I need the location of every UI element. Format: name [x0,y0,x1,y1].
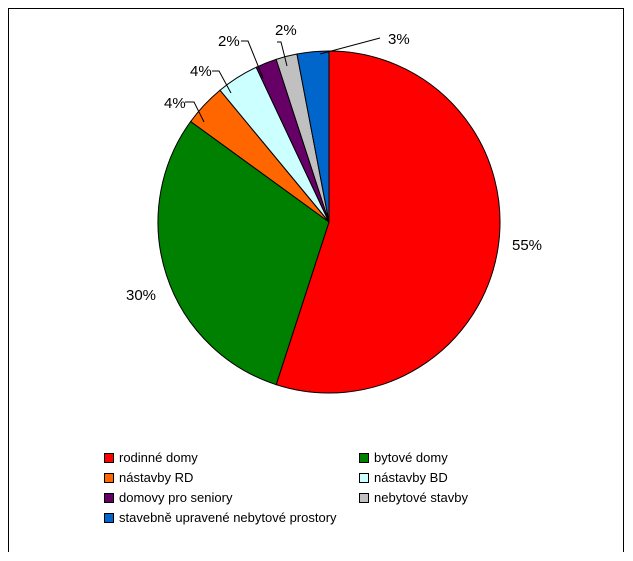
pie-slice-bytove-domy [157,120,330,386]
legend-label: domovy pro seniory [119,490,233,505]
data-label-domovy-pro-seniory: 2% [218,33,240,50]
legend-item-bytove-domy: bytové domy [359,450,448,466]
legend-label: nebytové stavby [374,490,468,505]
pie-slice-stavebne-upravene-nebytove-prostory [296,50,330,223]
legend-label: nástavby RD [119,470,194,485]
legend-item-nastavby-rd: nástavby RD [104,470,193,486]
data-label-nastavby-bd: 4% [190,63,212,80]
legend-swatch [104,453,114,463]
legend-swatch [359,473,369,483]
legend-item-stavebne-upravene-nebytove-prostory: stavebně upravené nebytové prostory [104,510,337,526]
legend-label: nástavby BD [374,470,448,485]
leader-line-nastavby-bd [212,70,232,94]
legend-swatch [104,473,114,483]
legend-swatch [359,453,369,463]
data-label-nebytove-stavby: 2% [275,22,297,39]
legend-item-nebytove-stavby: nebytové stavby [359,490,468,506]
legend-swatch [104,493,114,503]
legend-label: rodinné domy [119,450,198,465]
leader-line-nebytove-stavby [277,41,288,67]
pie-slice-rodinne-domy [275,50,501,394]
leader-line-domovy-pro-seniory [241,40,264,79]
data-label-stavebne-upravene-nebytove-prostory: 3% [388,31,410,48]
legend-swatch [104,513,114,523]
legend-item-nastavby-bd: nástavby BD [359,470,448,486]
legend-swatch [359,493,369,503]
leader-line-stavebne-upravene-nebytove-prostory [319,37,381,55]
legend-item-rodinne-domy: rodinné domy [104,450,198,466]
legend-label: stavebně upravené nebytové prostory [119,510,337,525]
data-label-bytove-domy: 30% [126,287,156,304]
data-label-nastavby-rd: 4% [164,95,186,112]
legend-label: bytové domy [374,450,448,465]
leader-line-nastavby-rd [185,101,205,123]
data-label-rodinne-domy: 55% [512,237,542,254]
legend-item-domovy-pro-seniory: domovy pro seniory [104,490,232,506]
